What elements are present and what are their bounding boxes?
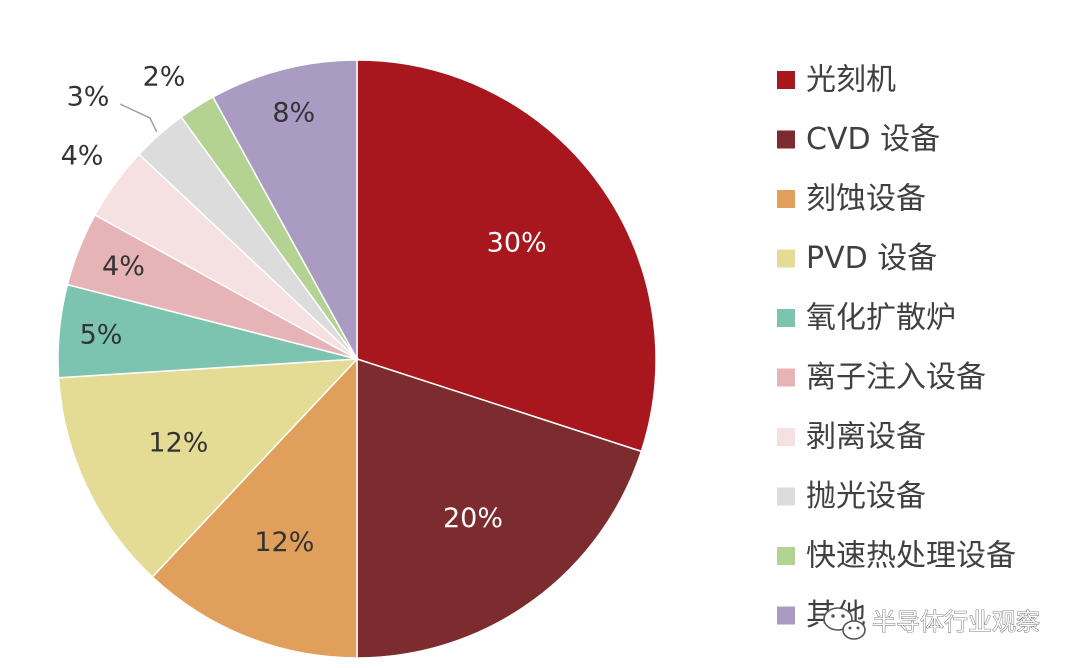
legend-swatch-6 — [777, 428, 795, 446]
slice-label-5: 4% — [102, 251, 145, 282]
legend-label-3: PVD 设备 — [806, 241, 937, 276]
legend-label-0: 光刻机 — [806, 63, 896, 98]
slice-label-1: 20% — [443, 503, 503, 534]
watermark-text: 半导体行业观察 — [872, 608, 1040, 636]
slice-label-8: 2% — [143, 62, 186, 93]
legend-label-5: 离子注入设备 — [806, 360, 986, 395]
legend-swatch-0 — [777, 71, 795, 89]
legend-swatch-9 — [777, 606, 795, 625]
legend-swatch-2 — [777, 190, 795, 208]
leader-line-7 — [119, 103, 158, 133]
slice-label-6: 4% — [61, 141, 104, 172]
slice-label-0: 30% — [487, 228, 547, 259]
slice-label-3: 12% — [148, 428, 208, 459]
legend-label-8: 快速热处理设备 — [806, 539, 1016, 574]
pie-slice-3 — [57, 358, 359, 579]
legend-label-4: 氧化扩散炉 — [806, 301, 956, 336]
legend-swatch-5 — [777, 368, 795, 387]
pie-slice-2 — [151, 357, 358, 659]
slice-label-7: 3% — [67, 82, 110, 113]
legend-label-7: 抛光设备 — [806, 479, 926, 514]
legend-swatch-7 — [777, 487, 795, 506]
watermark: 半导体行业观察 — [823, 607, 1040, 640]
pie-slice-1 — [356, 357, 643, 659]
slice-labels: 30% 20% 12% 12% 5% 4% 4% 3% 2% 8% — [61, 62, 547, 558]
slice-label-4: 5% — [80, 319, 123, 350]
legend-swatch-4 — [777, 309, 795, 327]
leader-lines — [119, 103, 158, 133]
slice-label-2: 12% — [254, 527, 314, 558]
legend-swatch-1 — [777, 130, 795, 149]
legend-swatch-8 — [777, 547, 795, 565]
legend-label-2: 刻蚀设备 — [806, 182, 926, 217]
pie-slice-9 — [211, 59, 358, 360]
wechat-icon — [823, 607, 866, 640]
pie-slice-0 — [356, 59, 657, 453]
slice-label-9: 8% — [272, 97, 315, 128]
legend-label-6: 剥离设备 — [806, 420, 926, 455]
pie-slices — [57, 59, 657, 659]
legend-swatch-3 — [777, 249, 795, 268]
legend-label-1: CVD 设备 — [806, 122, 940, 157]
